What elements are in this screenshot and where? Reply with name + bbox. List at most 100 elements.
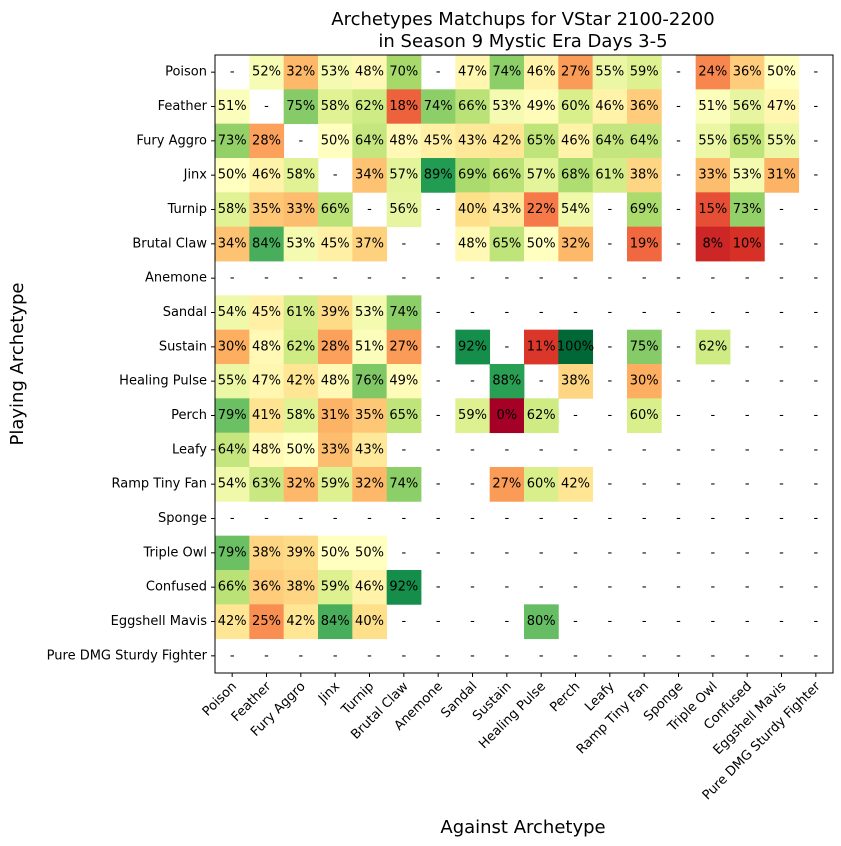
heatmap-cell-label: 63% [252, 477, 281, 492]
heatmap-cell-label: - [436, 511, 441, 526]
heatmap-cell-label: - [745, 477, 750, 492]
y-tick-label: Sandal [163, 305, 207, 320]
heatmap-cell-label: 92% [389, 580, 418, 595]
heatmap-cell-label: 43% [492, 202, 521, 217]
heatmap-cell [489, 226, 525, 262]
y-axis-ticks: Poison Feather Fury Aggro Jinx Turnip Brutal … [47, 65, 215, 663]
heatmap-cell-label: 8% [703, 236, 724, 251]
heatmap-cell-label: - [333, 271, 338, 286]
heatmap-cell-label: - [470, 477, 475, 492]
heatmap-cell [215, 226, 250, 262]
heatmap-cell-label: - [607, 236, 612, 251]
heatmap-cell-label: 88% [492, 374, 521, 389]
heatmap-cell [283, 535, 319, 571]
heatmap-cell-label: - [676, 133, 681, 148]
heatmap-cell [352, 123, 388, 159]
heatmap-cell-label: - [813, 271, 818, 286]
heatmap-cell-label: - [710, 580, 715, 595]
heatmap-cell-label: 49% [527, 99, 556, 114]
heatmap-cell-label: - [436, 580, 441, 595]
heatmap-cell-label: - [676, 614, 681, 629]
heatmap-cell [352, 364, 388, 399]
heatmap-cell [455, 123, 491, 159]
heatmap-cell-label: 59% [458, 408, 487, 423]
heatmap-cell-label: 32% [355, 477, 384, 492]
y-tick-label: Feather [158, 99, 208, 114]
heatmap-cell-label: 0% [497, 408, 518, 423]
heatmap-cell [627, 55, 662, 90]
heatmap-cell-label: 66% [492, 168, 521, 183]
heatmap-cell [386, 329, 422, 365]
heatmap-cell-label: - [539, 580, 544, 595]
heatmap-cell-label: 64% [218, 442, 247, 457]
heatmap-cell-label: 42% [286, 614, 315, 629]
heatmap-cell-label: 62% [355, 99, 384, 114]
heatmap-cell [318, 432, 353, 468]
heatmap-cell [386, 192, 422, 228]
heatmap-cell-label: - [230, 271, 235, 286]
heatmap-cell-label: 74% [389, 477, 418, 492]
heatmap-cell [455, 329, 491, 365]
y-tick-label: Perch [171, 408, 207, 423]
heatmap-cell-label: 38% [630, 168, 659, 183]
heatmap-cell-label: - [401, 271, 406, 286]
heatmap-cell-label: - [779, 271, 784, 286]
heatmap-cell-label: - [573, 580, 578, 595]
heatmap-cell-label: 64% [630, 133, 659, 148]
heatmap-cell-label: 65% [389, 408, 418, 423]
heatmap-cell [318, 570, 353, 605]
heatmap-cell [386, 364, 422, 399]
heatmap-cell-label: 45% [424, 133, 453, 148]
heatmap-cell-label: 46% [561, 133, 590, 148]
heatmap-cell-label: 22% [527, 202, 556, 217]
heatmap-cell-label: - [470, 580, 475, 595]
heatmap-cell-label: - [813, 339, 818, 354]
heatmap-cell-label: - [642, 545, 647, 560]
heatmap-cell-label: - [470, 614, 475, 629]
heatmap-cell-label: 66% [458, 99, 487, 114]
heatmap-cell [318, 535, 353, 571]
heatmap-cell [558, 364, 594, 399]
heatmap-cell-label: 79% [218, 408, 247, 423]
heatmap-cell-label: 40% [355, 614, 384, 629]
heatmap-cell-label: 58% [218, 202, 247, 217]
heatmap-cell [283, 55, 319, 90]
heatmap-cell-label: - [779, 408, 784, 423]
heatmap-cell [592, 55, 628, 90]
heatmap-cell-label: 59% [321, 580, 350, 595]
y-tick-label: Sustain [159, 339, 207, 354]
heatmap-cell-label: 50% [321, 133, 350, 148]
heatmap-cell [318, 89, 353, 125]
heatmap-cell-label: 68% [561, 168, 590, 183]
heatmap-cell-label: - [745, 408, 750, 423]
heatmap-cell [455, 398, 491, 434]
heatmap-cell [524, 398, 559, 434]
heatmap-cell-label: 56% [389, 202, 418, 217]
heatmap-cell-label: 31% [321, 408, 350, 423]
heatmap-cell-label: 48% [252, 339, 281, 354]
heatmap-cell [352, 570, 388, 605]
heatmap-cell [695, 226, 731, 262]
heatmap-cell-label: - [676, 271, 681, 286]
heatmap-cell [558, 158, 594, 193]
heatmap-cell-label: 50% [218, 168, 247, 183]
y-tick-label: Leafy [172, 442, 207, 457]
heatmap-cell [627, 226, 662, 262]
heatmap-cell [730, 158, 765, 193]
heatmap-cell [558, 226, 594, 262]
heatmap-cell-label: - [436, 202, 441, 217]
heatmap-cell-label: 42% [492, 133, 521, 148]
heatmap-cell-label: - [367, 271, 372, 286]
heatmap-cell-label: 57% [389, 168, 418, 183]
heatmap-cell [695, 123, 731, 159]
heatmap-cell-label: 58% [286, 408, 315, 423]
heatmap-cell-label: 61% [286, 305, 315, 320]
heatmap-cell-label: 46% [252, 168, 281, 183]
heatmap-cell [489, 467, 525, 502]
heatmap-cell-label: - [230, 65, 235, 80]
heatmap-cell [627, 192, 662, 228]
heatmap-cell [318, 467, 353, 502]
heatmap-cell-label: 35% [252, 202, 281, 217]
heatmap-cell-label: - [539, 545, 544, 560]
